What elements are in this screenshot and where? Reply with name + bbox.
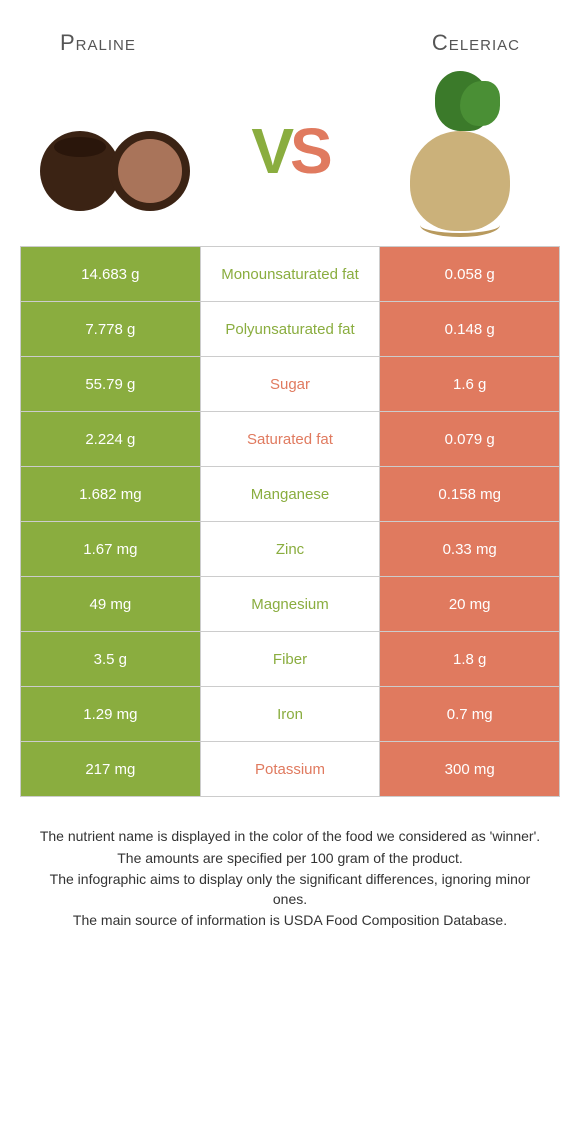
hero-row: VS — [0, 66, 580, 246]
praline-image — [40, 81, 200, 221]
header: Praline Celeriac — [0, 0, 580, 66]
food-name-right: Celeriac — [432, 30, 520, 56]
value-right: 0.33 mg — [379, 522, 559, 576]
table-row: 49 mgMagnesium20 mg — [21, 576, 559, 631]
table-row: 1.29 mgIron0.7 mg — [21, 686, 559, 741]
value-right: 1.8 g — [379, 632, 559, 686]
footnote-line: The infographic aims to display only the… — [35, 870, 545, 909]
nutrient-label: Polyunsaturated fat — [201, 302, 380, 356]
table-row: 14.683 gMonounsaturated fat0.058 g — [21, 246, 559, 301]
table-row: 55.79 gSugar1.6 g — [21, 356, 559, 411]
footnote-line: The main source of information is USDA F… — [35, 911, 545, 931]
value-right: 0.079 g — [379, 412, 559, 466]
nutrient-label: Potassium — [201, 742, 380, 796]
value-right: 1.6 g — [379, 357, 559, 411]
table-row: 3.5 gFiber1.8 g — [21, 631, 559, 686]
nutrient-label: Monounsaturated fat — [201, 247, 380, 301]
nutrient-label: Saturated fat — [201, 412, 380, 466]
footnote-line: The nutrient name is displayed in the co… — [35, 827, 545, 847]
value-right: 0.158 mg — [379, 467, 559, 521]
vs-label: VS — [251, 114, 328, 188]
nutrient-label: Manganese — [201, 467, 380, 521]
value-left: 7.778 g — [21, 302, 201, 356]
nutrient-label: Magnesium — [201, 577, 380, 631]
table-row: 2.224 gSaturated fat0.079 g — [21, 411, 559, 466]
footnotes: The nutrient name is displayed in the co… — [0, 797, 580, 931]
comparison-table: 14.683 gMonounsaturated fat0.058 g7.778 … — [20, 246, 560, 797]
value-right: 20 mg — [379, 577, 559, 631]
food-name-left: Praline — [60, 30, 136, 56]
value-left: 1.682 mg — [21, 467, 201, 521]
value-left: 1.67 mg — [21, 522, 201, 576]
footnote-line: The amounts are specified per 100 gram o… — [35, 849, 545, 869]
nutrient-label: Sugar — [201, 357, 380, 411]
value-right: 0.7 mg — [379, 687, 559, 741]
table-row: 1.67 mgZinc0.33 mg — [21, 521, 559, 576]
value-right: 0.058 g — [379, 247, 559, 301]
value-left: 217 mg — [21, 742, 201, 796]
value-left: 3.5 g — [21, 632, 201, 686]
table-row: 1.682 mgManganese0.158 mg — [21, 466, 559, 521]
nutrient-label: Fiber — [201, 632, 380, 686]
value-right: 300 mg — [379, 742, 559, 796]
value-left: 55.79 g — [21, 357, 201, 411]
nutrient-label: Zinc — [201, 522, 380, 576]
value-left: 14.683 g — [21, 247, 201, 301]
table-row: 7.778 gPolyunsaturated fat0.148 g — [21, 301, 559, 356]
value-right: 0.148 g — [379, 302, 559, 356]
value-left: 1.29 mg — [21, 687, 201, 741]
value-left: 49 mg — [21, 577, 201, 631]
table-row: 217 mgPotassium300 mg — [21, 741, 559, 796]
value-left: 2.224 g — [21, 412, 201, 466]
celeriac-image — [380, 81, 540, 221]
vs-s: S — [290, 115, 329, 187]
vs-v: V — [251, 115, 290, 187]
nutrient-label: Iron — [201, 687, 380, 741]
